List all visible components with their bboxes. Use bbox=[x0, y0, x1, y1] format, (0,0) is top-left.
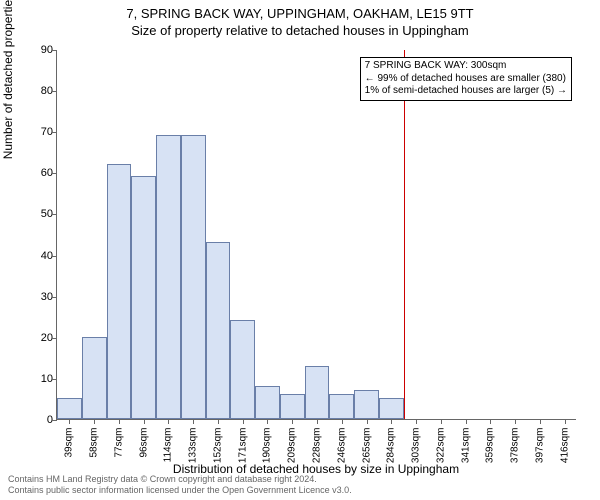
histogram-bar bbox=[107, 164, 132, 419]
x-tick-mark bbox=[193, 419, 194, 424]
histogram-bar bbox=[255, 386, 280, 419]
x-tick-mark bbox=[292, 419, 293, 424]
y-tick-label: 80 bbox=[19, 85, 53, 97]
y-tick-label: 70 bbox=[19, 126, 53, 138]
histogram-bar bbox=[305, 366, 330, 419]
plot-region: 010203040506070809039sqm58sqm77sqm96sqm1… bbox=[56, 50, 576, 420]
y-tick-label: 0 bbox=[19, 414, 53, 426]
annotation-line: 1% of semi-detached houses are larger (5… bbox=[365, 85, 567, 98]
x-tick-mark bbox=[69, 419, 70, 424]
x-tick-mark bbox=[168, 419, 169, 424]
x-tick-mark bbox=[317, 419, 318, 424]
x-tick-mark bbox=[441, 419, 442, 424]
x-tick-mark bbox=[94, 419, 95, 424]
x-tick-mark bbox=[391, 419, 392, 424]
annotation-box: 7 SPRING BACK WAY: 300sqm← 99% of detach… bbox=[360, 57, 572, 101]
annotation-line: ← 99% of detached houses are smaller (38… bbox=[365, 73, 567, 86]
x-tick-mark bbox=[490, 419, 491, 424]
y-tick-label: 50 bbox=[19, 208, 53, 220]
histogram-bar bbox=[280, 394, 305, 419]
histogram-bar bbox=[354, 390, 379, 419]
x-tick-mark bbox=[515, 419, 516, 424]
histogram-bar bbox=[206, 242, 231, 419]
x-tick-mark bbox=[144, 419, 145, 424]
y-axis-label: Number of detached properties bbox=[1, 0, 15, 159]
y-tick-mark bbox=[52, 50, 57, 51]
histogram-bar bbox=[379, 398, 404, 419]
histogram-bar bbox=[181, 135, 206, 419]
footer-line-2: Contains public sector information licen… bbox=[8, 485, 352, 496]
y-tick-label: 20 bbox=[19, 332, 53, 344]
x-tick-mark bbox=[342, 419, 343, 424]
y-tick-mark bbox=[52, 420, 57, 421]
x-tick-mark bbox=[466, 419, 467, 424]
reference-line bbox=[404, 50, 405, 419]
x-tick-mark bbox=[267, 419, 268, 424]
y-tick-label: 60 bbox=[19, 167, 53, 179]
y-tick-mark bbox=[52, 214, 57, 215]
x-tick-mark bbox=[416, 419, 417, 424]
x-tick-mark bbox=[565, 419, 566, 424]
histogram-bar bbox=[82, 337, 107, 419]
x-tick-mark bbox=[218, 419, 219, 424]
x-tick-mark bbox=[119, 419, 120, 424]
histogram-bar bbox=[230, 320, 255, 419]
x-tick-mark bbox=[540, 419, 541, 424]
y-tick-label: 90 bbox=[19, 44, 53, 56]
y-tick-label: 40 bbox=[19, 250, 53, 262]
y-tick-mark bbox=[52, 256, 57, 257]
histogram-bar bbox=[131, 176, 156, 419]
x-tick-mark bbox=[243, 419, 244, 424]
chart-area: 010203040506070809039sqm58sqm77sqm96sqm1… bbox=[56, 50, 576, 420]
histogram-bar bbox=[156, 135, 181, 419]
y-tick-mark bbox=[52, 338, 57, 339]
y-tick-mark bbox=[52, 132, 57, 133]
y-tick-label: 10 bbox=[19, 373, 53, 385]
y-tick-label: 30 bbox=[19, 291, 53, 303]
chart-container: 7, SPRING BACK WAY, UPPINGHAM, OAKHAM, L… bbox=[0, 0, 600, 500]
x-tick-mark bbox=[367, 419, 368, 424]
chart-title: 7, SPRING BACK WAY, UPPINGHAM, OAKHAM, L… bbox=[0, 0, 600, 21]
histogram-bar bbox=[57, 398, 82, 419]
y-tick-mark bbox=[52, 379, 57, 380]
y-tick-mark bbox=[52, 297, 57, 298]
footer-attribution: Contains HM Land Registry data © Crown c… bbox=[8, 474, 352, 497]
histogram-bar bbox=[329, 394, 354, 419]
footer-line-1: Contains HM Land Registry data © Crown c… bbox=[8, 474, 352, 485]
chart-subtitle: Size of property relative to detached ho… bbox=[0, 21, 600, 38]
y-tick-mark bbox=[52, 91, 57, 92]
annotation-line: 7 SPRING BACK WAY: 300sqm bbox=[365, 60, 567, 73]
y-tick-mark bbox=[52, 173, 57, 174]
